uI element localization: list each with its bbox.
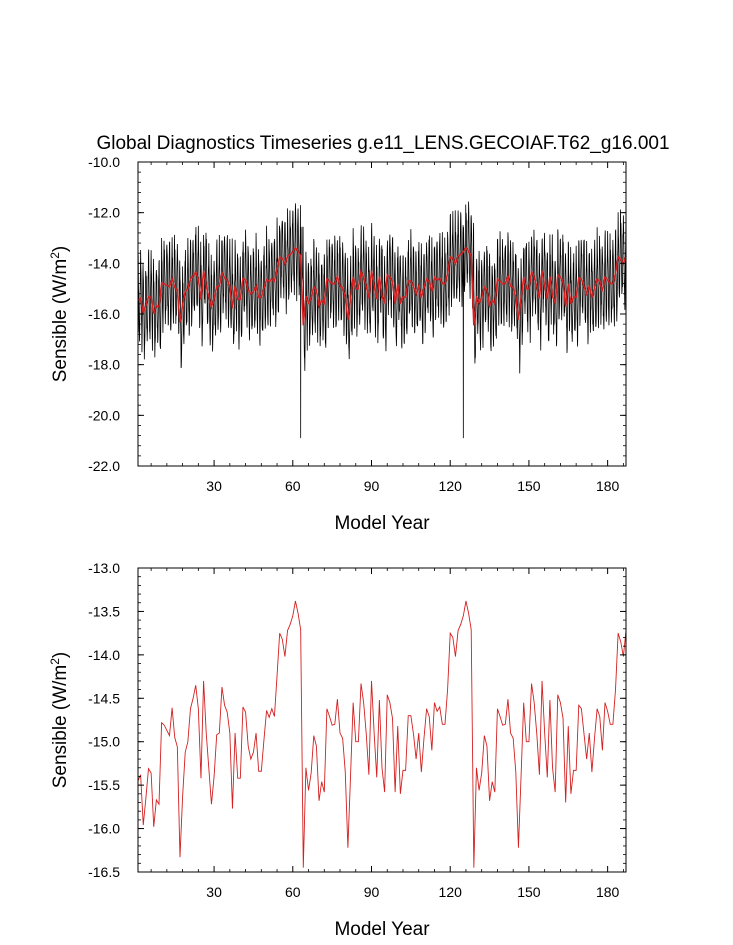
x-tick-label: 90 <box>364 478 380 494</box>
y-tick-label: -14.0 <box>88 255 120 271</box>
bottom-annual-mean-panel: 30 60 90 120 150 180 -13.0 -13.5 -14.0 -14.5 -15.0… <box>48 560 627 940</box>
x-tick-label: 30 <box>206 884 222 900</box>
top-series-group <box>137 201 627 439</box>
top-y-label-sup: 2 <box>48 252 62 259</box>
y-tick-label: -13.0 <box>88 560 120 576</box>
annual-mean-series-line <box>137 600 627 868</box>
bottom-y-axis-label: Sensible (W/m2) <box>48 652 71 789</box>
monthly-series-line <box>137 201 627 439</box>
bottom-series-group <box>137 600 627 868</box>
chart-title: Global Diagnostics Timeseries g.e11_LENS… <box>96 133 669 154</box>
top-tick-group: 30 60 90 120 150 180 -10.0 -12.0 -14.0 -16.0 -18.0… <box>88 154 626 494</box>
x-tick-label: 150 <box>517 884 541 900</box>
y-tick-label: -14.0 <box>88 647 120 663</box>
y-tick-label: -16.5 <box>88 864 120 880</box>
bottom-tick-group: 30 60 90 120 150 180 -13.0 -13.5 -14.0 -14.5 -15.0… <box>88 560 626 900</box>
bottom-y-label-tail: ) <box>50 652 71 658</box>
annual-mean-series-line <box>137 246 627 326</box>
y-tick-label: -12.0 <box>88 205 120 221</box>
y-tick-label: -10.0 <box>88 154 120 170</box>
x-tick-label: 180 <box>596 478 620 494</box>
y-tick-label: -15.0 <box>88 734 120 750</box>
x-tick-label: 60 <box>285 478 301 494</box>
x-tick-label: 30 <box>206 478 222 494</box>
top-y-axis-label: Sensible (W/m2) <box>48 246 71 383</box>
y-tick-label: -14.5 <box>88 690 120 706</box>
x-tick-label: 120 <box>439 478 463 494</box>
y-tick-label: -15.5 <box>88 777 120 793</box>
top-y-label-main: Sensible (W/m <box>50 259 71 383</box>
bottom-y-label-main: Sensible (W/m <box>50 665 71 789</box>
bottom-plot-frame <box>137 567 627 873</box>
top-y-label-tail: ) <box>50 246 71 252</box>
y-tick-label: -20.0 <box>88 407 120 423</box>
y-tick-label: -18.0 <box>88 357 120 373</box>
top-plot-frame <box>137 161 627 467</box>
y-tick-label: -13.5 <box>88 603 120 619</box>
y-tick-label: -16.0 <box>88 821 120 837</box>
top-x-axis-label: Model Year <box>334 513 430 534</box>
x-tick-label: 60 <box>285 884 301 900</box>
x-tick-label: 180 <box>596 884 620 900</box>
bottom-x-axis-label: Model Year <box>334 919 430 940</box>
bottom-y-label-sup: 2 <box>48 658 62 665</box>
top-timeseries-panel: Global Diagnostics Timeseries g.e11_LENS… <box>48 133 670 534</box>
x-tick-label: 120 <box>439 884 463 900</box>
y-tick-label: -22.0 <box>88 458 120 474</box>
y-tick-label: -16.0 <box>88 306 120 322</box>
x-tick-label: 150 <box>517 478 541 494</box>
x-tick-label: 90 <box>364 884 380 900</box>
